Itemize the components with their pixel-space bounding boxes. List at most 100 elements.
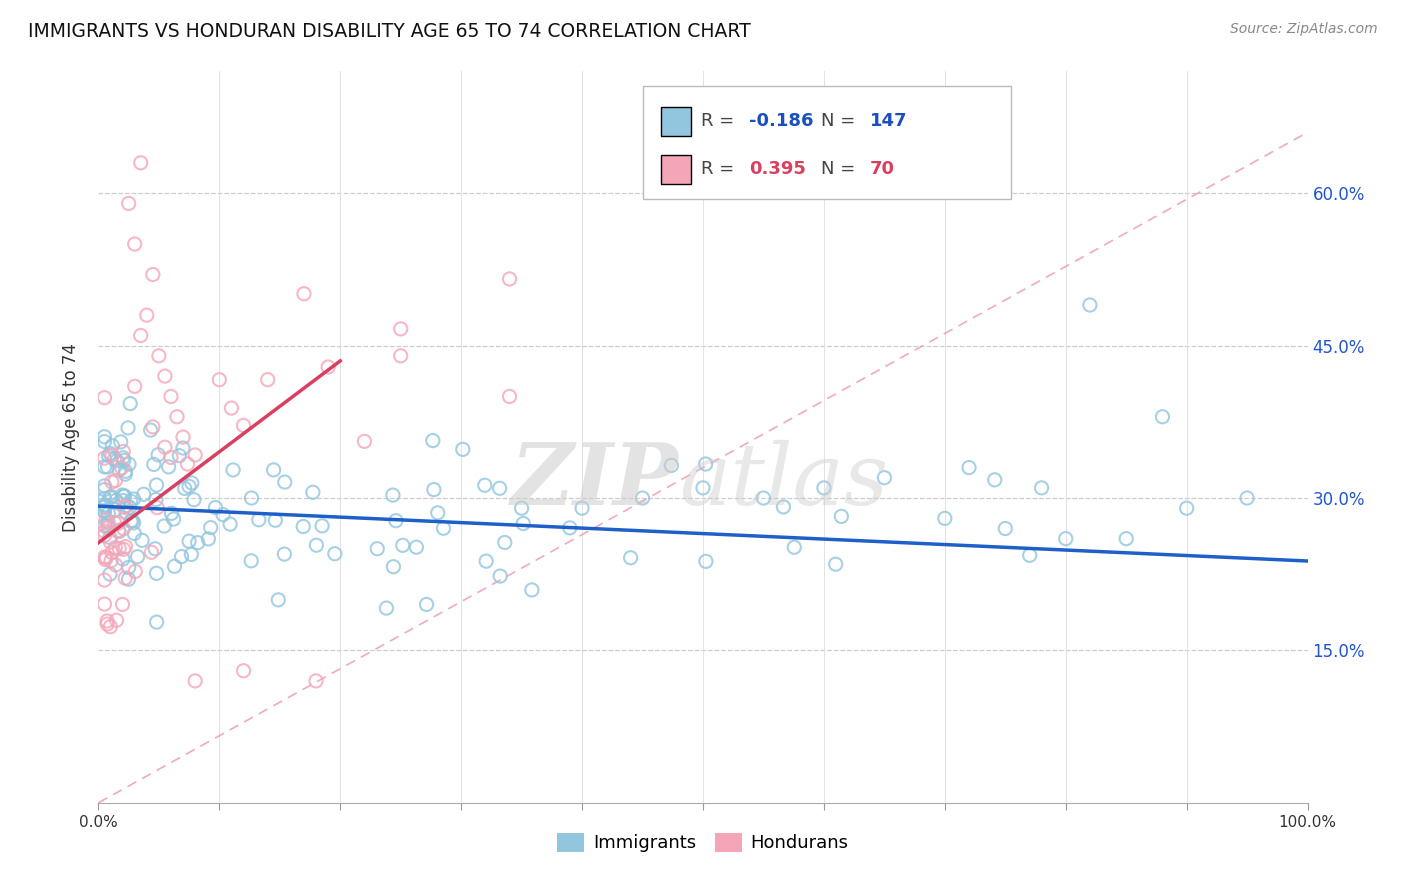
Point [157, 459, 180, 474]
Point [114, 464, 136, 478]
FancyBboxPatch shape [643, 86, 1011, 200]
Point [100, 475, 122, 489]
Text: ZIP: ZIP [510, 439, 679, 523]
Point [145, 478, 167, 492]
Point [208, 373, 231, 387]
Point [162, 512, 184, 526]
Point [264, 513, 287, 527]
Point [145, 615, 167, 629]
Legend: Immigrants, Hondurans: Immigrants, Hondurans [550, 826, 856, 860]
Point [1078, 298, 1101, 312]
Point [381, 488, 404, 502]
Point [489, 569, 512, 583]
Point [101, 545, 124, 559]
Point [112, 500, 135, 514]
Point [498, 389, 520, 403]
Point [110, 434, 132, 449]
Point [139, 423, 162, 437]
Point [112, 444, 135, 458]
Point [695, 457, 717, 471]
Point [141, 545, 163, 559]
Point [93, 491, 115, 506]
Point [520, 582, 543, 597]
Point [389, 322, 412, 336]
Point [146, 500, 169, 515]
Y-axis label: Disability Age 65 to 74: Disability Age 65 to 74 [62, 343, 80, 532]
Point [94, 552, 117, 566]
Point [93, 498, 115, 512]
Point [111, 598, 134, 612]
Point [105, 613, 128, 627]
Point [135, 308, 157, 322]
Point [108, 541, 131, 556]
Point [302, 485, 325, 500]
Point [93, 550, 115, 565]
Point [105, 493, 128, 508]
Point [122, 516, 145, 530]
Point [571, 501, 593, 516]
Point [93, 500, 115, 514]
Point [366, 541, 388, 556]
Point [105, 453, 128, 467]
Point [107, 496, 129, 510]
Point [97, 449, 120, 463]
Point [96, 617, 118, 632]
Point [263, 463, 285, 477]
Point [120, 494, 142, 508]
Point [108, 463, 131, 477]
Point [145, 492, 167, 507]
Point [426, 506, 449, 520]
Point [994, 521, 1017, 535]
Text: Source: ZipAtlas.com: Source: ZipAtlas.com [1230, 22, 1378, 37]
Point [274, 475, 297, 489]
Point [100, 535, 122, 549]
Point [423, 483, 446, 497]
Point [488, 481, 510, 495]
Point [183, 492, 205, 507]
Point [117, 572, 139, 586]
Point [112, 453, 135, 467]
Point [200, 520, 222, 534]
Point [1236, 491, 1258, 505]
Point [160, 450, 183, 465]
Point [415, 598, 437, 612]
Point [124, 565, 146, 579]
Point [112, 542, 135, 557]
Point [772, 500, 794, 514]
Point [160, 507, 183, 521]
Point [512, 516, 534, 531]
Point [107, 516, 129, 531]
Point [142, 420, 165, 434]
Point [93, 524, 115, 539]
Point [983, 473, 1005, 487]
Point [101, 448, 124, 462]
Point [112, 493, 135, 508]
Text: R =: R = [700, 161, 740, 178]
Point [172, 441, 194, 455]
Point [129, 156, 152, 170]
Point [96, 460, 118, 475]
Point [1031, 481, 1053, 495]
Point [558, 521, 581, 535]
Point [114, 467, 136, 482]
Point [375, 601, 398, 615]
Point [104, 502, 127, 516]
Point [118, 500, 141, 515]
Point [101, 439, 124, 453]
Point [127, 549, 149, 564]
Point [104, 558, 127, 572]
Point [432, 521, 454, 535]
Point [107, 524, 129, 538]
Point [451, 442, 474, 457]
Point [752, 491, 775, 505]
Point [122, 491, 145, 506]
Point [142, 268, 165, 282]
Point [93, 518, 115, 533]
Text: -0.186: -0.186 [749, 112, 814, 130]
Point [219, 517, 242, 532]
Point [510, 501, 533, 516]
Point [118, 196, 141, 211]
Point [389, 349, 412, 363]
Point [382, 559, 405, 574]
Point [100, 554, 122, 568]
